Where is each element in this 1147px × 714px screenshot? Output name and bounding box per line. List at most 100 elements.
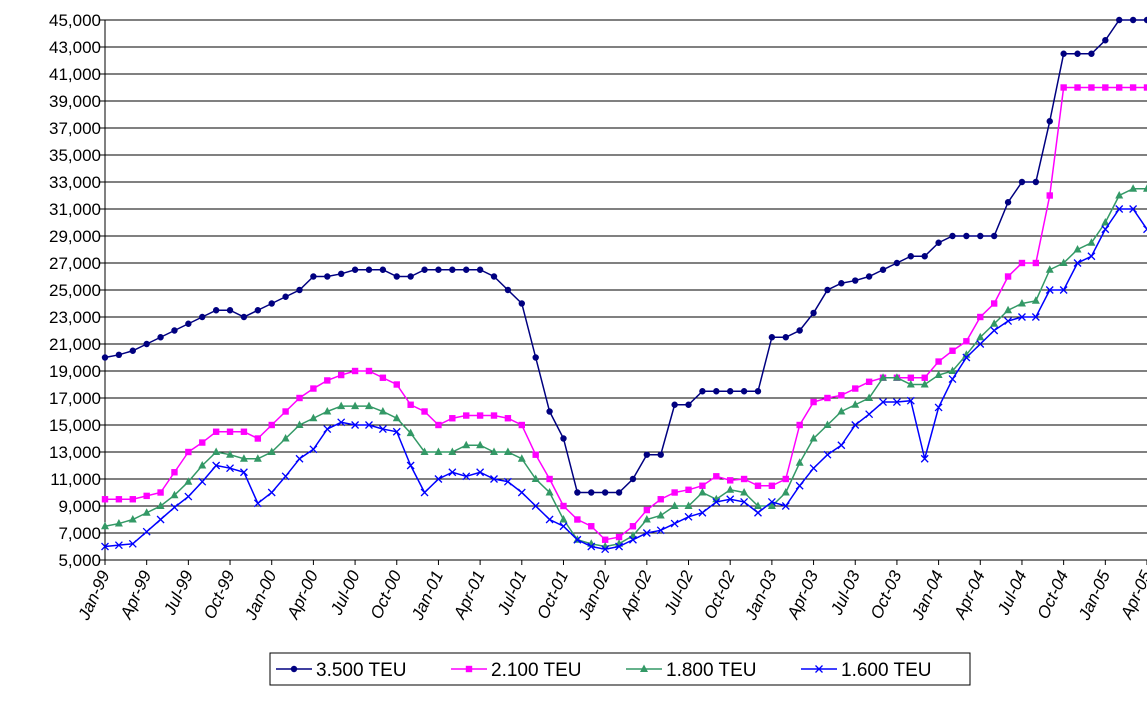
marker	[406, 428, 415, 437]
marker	[753, 501, 762, 509]
marker	[1031, 296, 1040, 304]
marker	[1143, 84, 1147, 91]
marker	[504, 286, 512, 294]
marker	[1018, 313, 1026, 321]
marker	[504, 415, 512, 422]
marker	[1032, 178, 1040, 186]
marker	[323, 407, 332, 415]
marker	[642, 529, 651, 537]
marker	[295, 420, 304, 428]
marker	[977, 232, 984, 240]
marker	[810, 309, 817, 317]
marker	[865, 393, 874, 401]
marker	[781, 502, 790, 510]
marker	[1060, 84, 1067, 91]
marker	[171, 469, 178, 476]
legend: 3.500 TEU 2.100 TEU 1.800 TEU 1.600 TEU	[269, 652, 971, 686]
marker	[1018, 178, 1026, 186]
marker	[1074, 84, 1081, 91]
marker	[615, 542, 624, 551]
marker	[199, 313, 206, 321]
marker	[907, 374, 915, 381]
marker	[698, 508, 707, 517]
marker	[921, 374, 928, 381]
y-tick-label: 35,000	[49, 146, 101, 165]
y-tick-label: 21,000	[49, 335, 101, 354]
marker	[935, 358, 942, 365]
marker	[226, 307, 234, 314]
marker	[934, 370, 943, 379]
marker	[115, 351, 123, 358]
marker	[879, 266, 887, 273]
marker	[754, 508, 762, 517]
marker	[977, 313, 984, 321]
y-tick-label: 17,000	[49, 389, 101, 408]
marker	[796, 327, 803, 334]
marker	[545, 488, 554, 496]
marker	[1088, 50, 1095, 57]
y-tick-label: 45,000	[49, 11, 101, 30]
marker	[1087, 238, 1096, 246]
marker	[615, 489, 623, 496]
marker	[490, 447, 499, 455]
marker	[1046, 118, 1053, 125]
marker	[740, 497, 749, 506]
marker	[949, 232, 956, 240]
legend-label: 2.100 TEU	[491, 660, 581, 681]
legend-box	[269, 652, 971, 686]
marker	[198, 461, 207, 469]
marker	[656, 526, 665, 535]
marker	[1017, 299, 1026, 307]
marker	[170, 490, 179, 499]
marker	[642, 515, 651, 523]
marker	[865, 410, 874, 419]
marker	[1060, 50, 1067, 57]
marker	[1004, 199, 1012, 206]
marker	[546, 475, 553, 483]
marker	[628, 531, 637, 539]
marker	[185, 320, 192, 327]
marker	[657, 496, 664, 503]
marker	[852, 385, 859, 392]
marker	[184, 477, 193, 485]
marker	[851, 400, 860, 408]
marker	[656, 510, 665, 519]
marker	[531, 502, 540, 510]
marker	[948, 375, 957, 384]
marker	[588, 489, 595, 496]
marker	[699, 482, 706, 489]
marker	[782, 475, 789, 483]
y-tick-label: 39,000	[49, 92, 101, 111]
marker	[310, 273, 317, 280]
marker	[1073, 245, 1082, 253]
marker	[1129, 16, 1137, 24]
marker	[268, 300, 275, 307]
marker	[128, 539, 137, 548]
marker	[281, 472, 290, 481]
marker	[629, 523, 637, 530]
marker	[838, 280, 845, 287]
marker	[782, 334, 789, 341]
marker	[823, 450, 832, 459]
marker	[796, 421, 803, 429]
marker	[212, 447, 221, 455]
marker	[699, 388, 706, 395]
marker	[727, 477, 734, 484]
y-tick-label: 27,000	[49, 254, 101, 273]
marker	[640, 664, 648, 672]
marker	[324, 273, 331, 280]
marker	[351, 266, 359, 273]
marker	[1004, 305, 1013, 314]
marker	[101, 496, 109, 503]
marker	[824, 286, 831, 294]
marker	[1129, 84, 1137, 91]
marker	[240, 428, 248, 435]
marker	[1143, 184, 1147, 192]
marker	[559, 515, 568, 523]
marker	[337, 270, 345, 277]
marker	[114, 519, 123, 527]
marker	[532, 451, 539, 458]
series-line	[104, 188, 1147, 548]
marker	[156, 515, 165, 524]
marker	[1004, 273, 1012, 280]
